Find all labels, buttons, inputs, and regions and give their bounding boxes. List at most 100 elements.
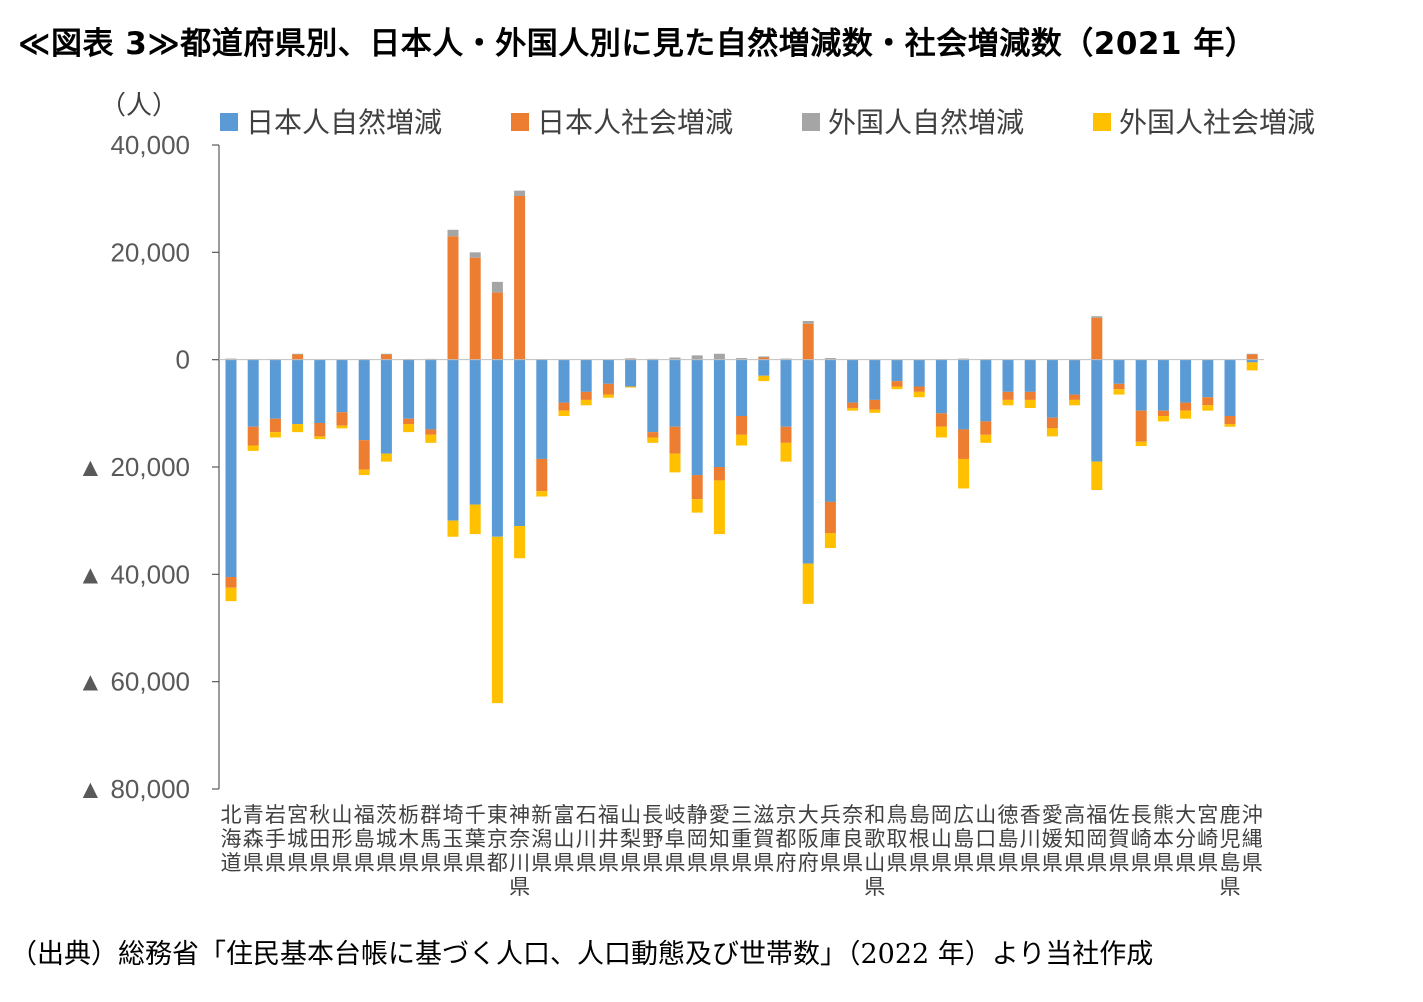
bar-segment xyxy=(802,323,814,360)
bar-segment xyxy=(1246,354,1258,360)
bar-segment xyxy=(824,359,836,502)
bar-segment xyxy=(958,458,970,489)
x-category-label: 福井県 xyxy=(598,803,619,875)
bar-segment xyxy=(336,412,348,426)
bar-segment xyxy=(1046,417,1058,429)
bar-segment xyxy=(869,399,881,410)
bar-segment xyxy=(225,359,237,578)
bar-segment xyxy=(847,402,859,408)
bar-segment xyxy=(336,425,348,429)
bar-segment xyxy=(1157,410,1169,417)
bar-segment xyxy=(691,359,703,476)
bar-segment xyxy=(469,359,481,505)
y-tick-label: ▲ 40,000 xyxy=(78,559,190,589)
bar-segment xyxy=(713,467,725,481)
x-category-label: 熊本県 xyxy=(1153,803,1174,875)
bar-segment xyxy=(380,453,392,462)
x-category-label: 青森県 xyxy=(243,803,264,875)
bar-segment xyxy=(514,526,526,559)
bar-segment xyxy=(913,386,925,392)
bar-segment xyxy=(935,359,947,414)
bar-segment xyxy=(1091,359,1103,462)
bar-segment xyxy=(758,357,770,360)
bar-segment xyxy=(1113,389,1125,395)
bar-segment xyxy=(292,359,304,425)
bar-segment xyxy=(758,359,770,376)
x-category-label: 島根県 xyxy=(909,803,930,875)
legend-swatch xyxy=(511,113,529,131)
x-category-label: 千葉県 xyxy=(465,803,486,875)
bar-segment xyxy=(1024,359,1036,392)
bar-segment xyxy=(647,432,659,438)
bar-segment xyxy=(1091,316,1103,318)
stacked-bar-chart: 40,000 20,000 0 ▲ 20,000 ▲ 40,000 ▲ 60,000 ▲ 8… xyxy=(78,91,1316,899)
x-category-label: 滋賀県 xyxy=(753,803,774,875)
bar-segment xyxy=(1002,391,1014,400)
bar-segment xyxy=(669,359,681,427)
bar-segment xyxy=(847,359,859,403)
bar-segment xyxy=(380,353,392,355)
unit-label: （人） xyxy=(100,91,178,121)
x-category-label: 長崎県 xyxy=(1131,803,1152,875)
bar-segment xyxy=(736,359,748,417)
bar-segment xyxy=(580,391,592,400)
bar-segment xyxy=(314,359,326,423)
bar-segment xyxy=(514,195,526,360)
x-category-label: 福岡県 xyxy=(1086,803,1107,875)
bar-segment xyxy=(625,386,637,388)
bar-segment xyxy=(558,410,570,417)
x-category-label: 高知県 xyxy=(1064,803,1085,875)
x-category-label: 鳥取県 xyxy=(887,803,908,875)
bars xyxy=(225,190,1258,704)
bar-segment xyxy=(913,391,925,398)
bar-segment xyxy=(780,442,792,462)
bar-segment xyxy=(358,440,370,470)
y-tick-label: ▲ 80,000 xyxy=(78,774,190,804)
bar-segment xyxy=(536,458,548,492)
bar-segment xyxy=(625,358,637,359)
bar-segment xyxy=(1091,461,1103,491)
bar-segment xyxy=(536,491,548,497)
x-category-label: 福島県 xyxy=(354,803,375,875)
bar-segment xyxy=(269,432,281,438)
bar-segment xyxy=(913,359,925,387)
x-category-label: 宮崎県 xyxy=(1197,803,1218,875)
x-category-label: 三重県 xyxy=(731,803,752,875)
x-category-label: 宮城県 xyxy=(287,803,308,875)
bar-segment xyxy=(358,359,370,441)
bar-segment xyxy=(469,504,481,535)
bar-segment xyxy=(691,475,703,500)
x-category-label: 兵庫県 xyxy=(820,803,841,875)
x-category-label: 岡山県 xyxy=(931,803,952,875)
bar-segment xyxy=(980,359,992,422)
bar-segment xyxy=(736,358,748,360)
bar-segment xyxy=(491,359,503,537)
x-category-label: 埼玉県 xyxy=(443,803,464,875)
bar-segment xyxy=(269,359,281,419)
bar-segment xyxy=(1202,405,1214,411)
bar-segment xyxy=(736,416,748,435)
x-category-label: 奈良県 xyxy=(842,803,863,875)
bar-segment xyxy=(824,358,836,360)
legend-swatch xyxy=(802,113,820,131)
bar-segment xyxy=(225,577,237,588)
bar-segment xyxy=(380,359,392,454)
bar-segment xyxy=(935,413,947,427)
y-tick-label: ▲ 60,000 xyxy=(78,667,190,697)
bar-segment xyxy=(980,421,992,435)
bar-segment xyxy=(1135,410,1147,442)
bar-segment xyxy=(447,236,459,360)
bar-segment xyxy=(1246,353,1258,355)
x-category-label: 沖縄県 xyxy=(1242,803,1263,875)
bar-segment xyxy=(314,436,326,440)
bar-segment xyxy=(1113,359,1125,384)
x-category-label: 愛知県 xyxy=(709,803,730,875)
bar-segment xyxy=(403,424,415,433)
bar-segment xyxy=(447,359,459,521)
bar-segment xyxy=(958,429,970,459)
legend-swatch xyxy=(1093,113,1111,131)
x-category-label: 茨城県 xyxy=(376,803,397,875)
bar-segment xyxy=(669,357,681,360)
bar-segment xyxy=(1246,359,1258,363)
bar-segment xyxy=(1113,383,1125,390)
